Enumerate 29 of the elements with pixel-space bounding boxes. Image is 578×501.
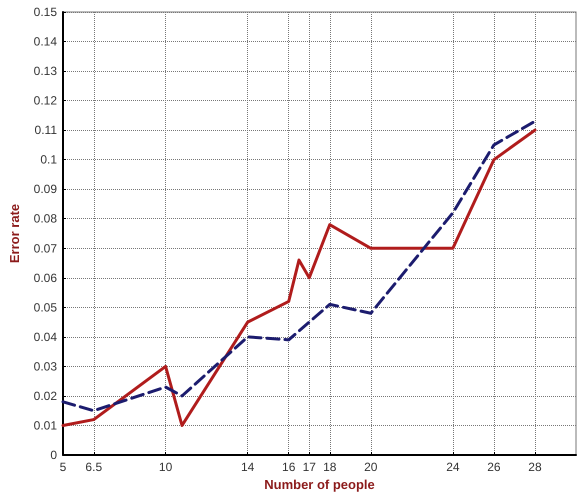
x-tick-label: 5 xyxy=(60,460,67,474)
y-tick-label: 0.04 xyxy=(34,330,58,344)
y-tick-label: 0.03 xyxy=(34,359,58,374)
x-tick-label: 20 xyxy=(364,460,378,474)
y-tick-label: 0.08 xyxy=(34,212,58,226)
y-tick-label: 0.12 xyxy=(34,94,58,108)
y-tick-label: 0.13 xyxy=(34,64,58,78)
y-tick-label: 0.1 xyxy=(40,152,58,167)
x-tick-label: 10 xyxy=(158,460,173,474)
x-tick-label: 14 xyxy=(241,460,255,474)
y-tick-label: 0.11 xyxy=(34,123,58,138)
x-tick-label: 28 xyxy=(528,460,542,474)
y-tick-label: 0 xyxy=(50,448,58,462)
y-tick-label: 0.15 xyxy=(34,5,58,19)
y-tick-label: 0.07 xyxy=(34,241,58,256)
y-tick-label: 0.01 xyxy=(34,418,58,432)
x-tick-label: 17 xyxy=(302,460,316,474)
y-tick-label: 0.14 xyxy=(34,34,58,49)
y-tick-label: 0.09 xyxy=(34,182,58,196)
x-tick-label: 6.5 xyxy=(85,460,102,474)
x-tick-label: 18 xyxy=(323,460,337,474)
x-tick-label: 24 xyxy=(446,460,460,474)
x-tick-label: 16 xyxy=(282,460,296,474)
y-axis-title: Error rate xyxy=(7,204,22,264)
y-tick-label: 0.02 xyxy=(34,388,58,403)
x-axis-title: Number of people xyxy=(264,476,375,492)
y-tick-label: 0.06 xyxy=(34,270,58,285)
y-tick-label: 0.05 xyxy=(34,300,58,314)
x-tick-label: 26 xyxy=(487,460,501,474)
